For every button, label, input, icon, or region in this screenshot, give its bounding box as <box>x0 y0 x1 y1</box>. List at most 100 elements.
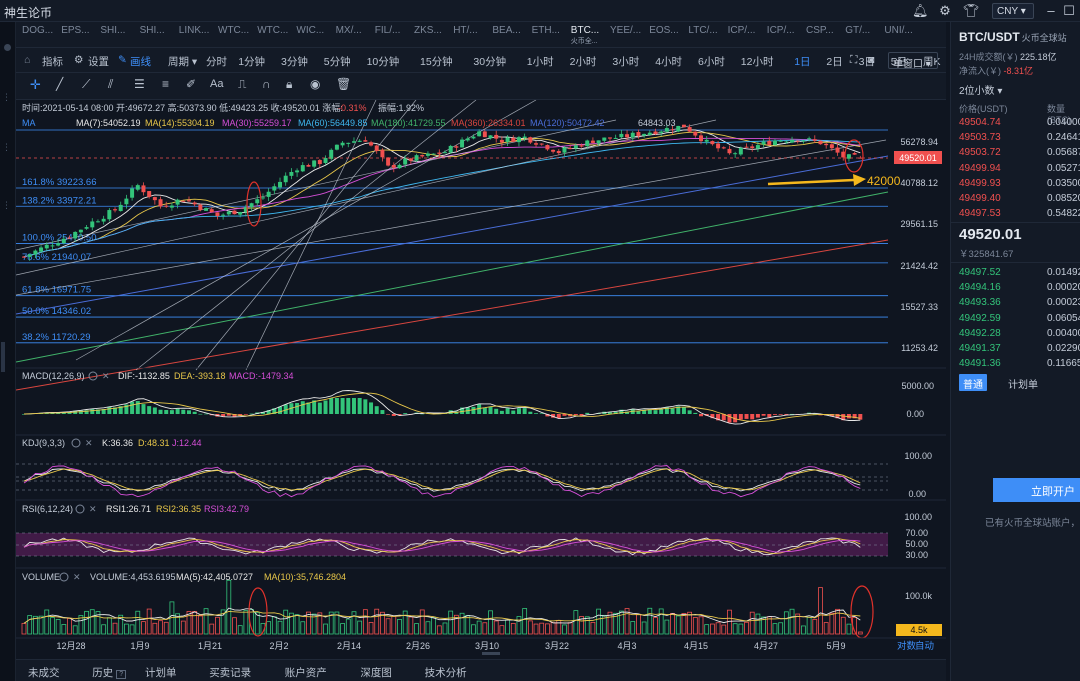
trendline-icon[interactable]: ╱ <box>56 77 64 91</box>
window-icon[interactable]: ☐ <box>1063 3 1075 18</box>
symbol-tab[interactable]: LTC/... <box>688 22 717 48</box>
interval-option[interactable]: 6小时 <box>698 56 725 68</box>
strip-menu-icon[interactable]: ⋮ <box>2 200 11 210</box>
minimize-icon[interactable]: – <box>1047 3 1055 18</box>
camera-icon[interactable]: ◙ <box>868 54 875 66</box>
currency-select[interactable]: CNY ▾ <box>992 3 1034 19</box>
symbol-tab[interactable]: ICP/... <box>728 22 756 48</box>
pane-close-icon[interactable]: ✕ <box>102 371 110 381</box>
trend-line[interactable] <box>15 119 617 251</box>
brush-icon[interactable]: ✐ <box>186 77 197 91</box>
symbol-tab[interactable]: EOS... <box>649 22 678 48</box>
symbol-tab[interactable]: BTC... 火币全... <box>571 22 599 48</box>
ask-row[interactable]: 49499.94 0.05271 <box>951 162 1080 177</box>
trend-line[interactable] <box>15 139 887 296</box>
trend-line[interactable] <box>15 119 717 276</box>
shirt-icon[interactable]: 👕︎ <box>963 3 980 18</box>
settings-icon[interactable]: ⚙ <box>939 3 951 18</box>
bid-row[interactable]: 49491.37 0.02290 <box>951 342 1080 357</box>
pane-close-icon[interactable]: ✕ <box>85 438 93 448</box>
interval-option[interactable]: 1小时 <box>526 56 554 68</box>
bid-row[interactable]: 49492.28 0.00400 <box>951 327 1080 342</box>
symbol-tab[interactable]: UNI/... <box>884 22 912 48</box>
interval-option[interactable]: 4小时 <box>655 56 683 68</box>
strip-dot-icon[interactable] <box>4 44 11 51</box>
interval-option[interactable]: 分时 <box>206 56 227 68</box>
bottom-tab[interactable]: 计划单 <box>145 665 177 680</box>
open-account-button[interactable]: 立即开户 <box>993 478 1080 502</box>
auto-scale-button[interactable]: 自动 <box>915 640 934 652</box>
interval-option[interactable]: 1日 <box>794 56 811 68</box>
interval-option[interactable]: 30分钟 <box>473 56 507 68</box>
collapse-icon[interactable]: ? <box>116 670 127 679</box>
symbol-tab[interactable]: GT/... <box>845 22 870 48</box>
symbol-tab[interactable]: EPS... <box>61 22 89 48</box>
symbol-tab[interactable]: ZKS... <box>414 22 442 48</box>
chart-area[interactable]: 161.8% 39223.66 138.2% 33972.21 100.0% 254… <box>15 99 946 655</box>
interval-option[interactable]: 2日 <box>826 56 843 68</box>
ask-row[interactable]: 49499.93 0.03500 <box>951 177 1080 192</box>
symbol-tab[interactable]: WTC... <box>218 22 249 48</box>
symbol-tab[interactable]: SHI... <box>140 22 165 48</box>
settings-button-icon[interactable]: ⚙ <box>74 54 84 66</box>
symbol-tab[interactable]: ICP/... <box>767 22 795 48</box>
interval-option[interactable]: 5日 <box>890 56 908 68</box>
symbol-tab[interactable]: LINK... <box>179 22 210 48</box>
settings-button[interactable]: 设置 <box>88 56 109 68</box>
interval-option[interactable]: 10分钟 <box>366 56 400 68</box>
symbol-tab[interactable]: MX/... <box>336 22 362 48</box>
bid-row[interactable]: 49493.36 0.00023 <box>951 296 1080 311</box>
single-window-select[interactable]: 单窗口 ▾ <box>888 52 938 70</box>
period-select[interactable]: 周期 ▾ <box>168 56 198 68</box>
ask-row[interactable]: 49503.72 0.05687 <box>951 146 1080 161</box>
interval-option[interactable]: 15分钟 <box>420 56 453 68</box>
bottom-tab[interactable]: 历史? <box>92 665 127 680</box>
ask-row[interactable]: 49503.73 0.24641 <box>951 131 1080 146</box>
draw-icon[interactable]: ✎ <box>118 54 127 66</box>
bottom-tab[interactable]: 未成交 <box>28 665 60 680</box>
log-scale-button[interactable]: 对数 <box>897 640 917 652</box>
symbol-tab[interactable]: HT/... <box>453 22 477 48</box>
ask-row[interactable]: 49504.74 0.04000 <box>951 116 1080 131</box>
interval-option[interactable]: 5分钟 <box>323 56 351 68</box>
symbol-tab[interactable]: ETH... <box>532 22 560 48</box>
pane-close-icon[interactable]: ✕ <box>89 504 97 514</box>
strip-menu-icon[interactable]: ⋮ <box>2 142 11 152</box>
magnet-icon[interactable]: ∩ <box>262 77 271 91</box>
symbol-tab[interactable]: WIC... <box>296 22 324 48</box>
interval-option[interactable]: 3日 <box>858 56 875 68</box>
ray-icon[interactable]: ⟋ <box>82 77 91 91</box>
ask-row[interactable]: 49497.53 0.54822 <box>951 207 1080 222</box>
trend-line[interactable] <box>245 99 377 371</box>
chart-scroll-handle[interactable] <box>482 652 500 655</box>
symbol-tab[interactable]: WTC... <box>257 22 288 48</box>
bottom-tab[interactable]: 深度图 <box>360 665 392 680</box>
fib-icon[interactable]: ☰ <box>134 77 145 91</box>
interval-option[interactable]: 2小时 <box>569 56 597 68</box>
interval-option[interactable]: 1分钟 <box>238 56 266 68</box>
kline-chart[interactable]: 161.8% 39223.66 138.2% 33972.21 100.0% 254… <box>15 99 946 655</box>
text-tool-icon[interactable]: Aa <box>210 78 224 90</box>
symbol-tab[interactable]: SHI... <box>100 22 125 48</box>
fullscreen-icon[interactable]: ⛶ <box>850 54 858 66</box>
tab-normal-order[interactable]: 普通 <box>959 374 987 391</box>
measure-icon[interactable]: ⎍ <box>238 77 247 91</box>
bell-icon[interactable]: 🔔︎ <box>912 3 929 18</box>
symbol-tab[interactable]: YEE/... <box>610 22 641 48</box>
symbol-tab[interactable]: FIL/... <box>375 22 401 48</box>
symbol-tab[interactable]: CSP... <box>806 22 834 48</box>
bottom-tab[interactable]: 账户资产 <box>285 665 327 680</box>
bottom-tab[interactable]: 技术分析 <box>425 665 467 680</box>
hide-icon[interactable]: ◉ <box>310 77 321 91</box>
trash-icon[interactable]: 🗑︎ <box>336 77 352 91</box>
pane-settings-icon[interactable] <box>75 504 85 514</box>
parallel-icon[interactable]: ⫽ <box>108 77 114 91</box>
pane-settings-icon[interactable] <box>88 371 98 381</box>
bid-row[interactable]: 49491.36 0.11665 <box>951 357 1080 372</box>
interval-option[interactable]: 3分钟 <box>281 56 308 68</box>
bid-row[interactable]: 49492.59 0.06054 <box>951 312 1080 327</box>
strip-menu-icon[interactable]: ⋮ <box>2 92 11 102</box>
draw-button[interactable]: 画线 <box>130 56 151 68</box>
indicator-icon[interactable]: ⌂ <box>24 54 31 66</box>
interval-option[interactable]: 周K <box>923 56 941 68</box>
